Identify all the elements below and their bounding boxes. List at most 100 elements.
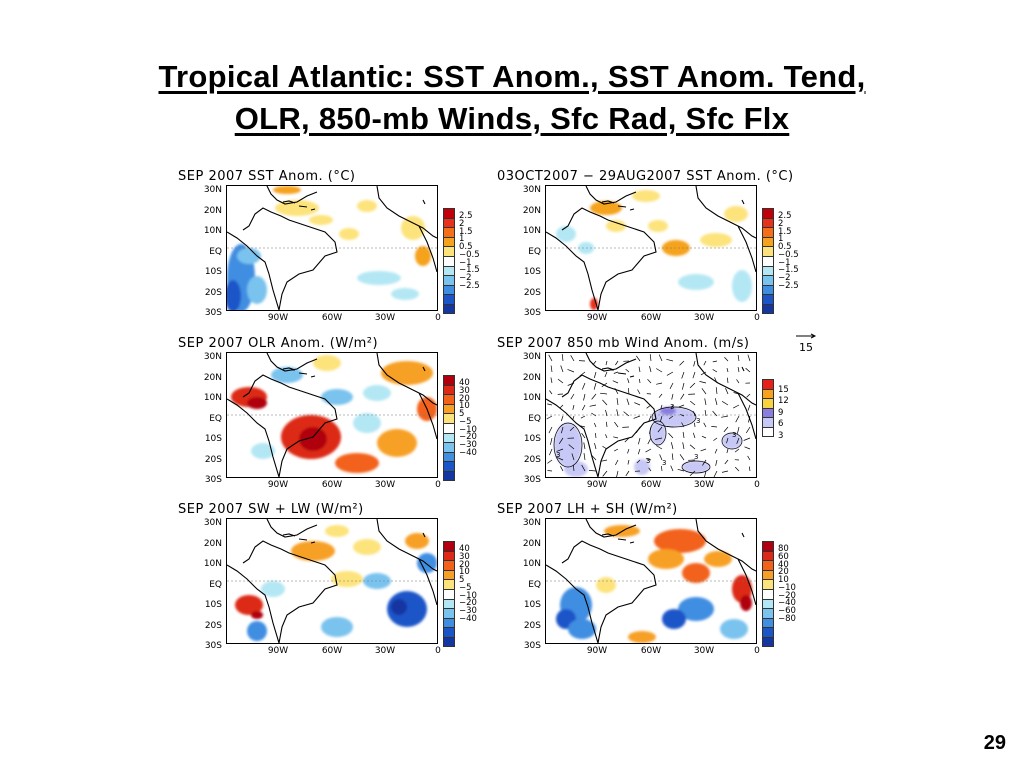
wind-vector [714, 448, 718, 454]
colorbar-label: 1.5 [459, 226, 473, 237]
colorbar-swatch [443, 432, 455, 443]
page-number: 29 [983, 732, 1006, 754]
lon-label: 30W [374, 646, 396, 656]
colorbar [443, 541, 455, 647]
colorbar-label: 10 [459, 567, 470, 578]
anomaly-region [309, 215, 333, 225]
wind-vector [702, 459, 707, 466]
map-plot [545, 518, 757, 644]
anomaly-region [237, 248, 261, 264]
wind-vector [712, 369, 718, 373]
wind-vector [648, 467, 652, 472]
wind-vector [747, 354, 751, 362]
colorbar-labels: 80 60 40 20 10 −10 −20 −40 −60 −80 [778, 545, 796, 623]
wind-vector [627, 378, 630, 384]
wind-vector [581, 404, 586, 411]
wind-contour [681, 460, 711, 474]
colorbar-label: −20 [778, 590, 796, 601]
colorbar-label: 40 [778, 559, 789, 570]
wind-vector [747, 404, 751, 411]
wind-vector [605, 360, 608, 366]
colorbar-swatch [762, 608, 774, 618]
wind-vector [593, 371, 597, 379]
lat-label: 30S [523, 475, 541, 485]
anomaly-region [291, 541, 335, 561]
wind-vector [679, 454, 685, 461]
anomaly-region [596, 577, 616, 593]
lat-label: EQ [528, 579, 541, 590]
colorbar-swatch [443, 636, 455, 647]
anomaly-region [353, 539, 381, 555]
colorbar-swatch [762, 217, 774, 228]
wind-vector [711, 426, 718, 428]
wind-vector [668, 415, 674, 420]
lat-label: 10S [523, 600, 541, 610]
colorbar-swatch [762, 407, 774, 418]
anomaly-region [251, 611, 263, 619]
colorbar-swatch [443, 403, 455, 414]
title-line-2: OLR, 850-mb Winds, Sfc Rad, Sfc Flx [234, 101, 790, 136]
wind-vector [692, 432, 696, 439]
colorbar-swatch [443, 422, 455, 433]
lat-label: 20S [204, 454, 222, 465]
colorbar-label: −30 [459, 606, 477, 617]
lat-label: 20N [522, 538, 541, 549]
reference-vector-arrow [796, 333, 817, 339]
colorbar-swatch [762, 636, 774, 647]
colorbar-label: 2.5 [778, 211, 792, 222]
colorbar-label: 12 [778, 396, 789, 407]
wind-vector [549, 448, 553, 456]
wind-vector [736, 437, 740, 444]
lat-label: 20S [204, 287, 222, 298]
colorbar-swatch [443, 217, 455, 228]
wind-vector [626, 398, 630, 406]
colorbar [443, 208, 455, 314]
lat-label: 20N [203, 372, 222, 383]
colorbar-label: −30 [459, 440, 477, 451]
colorbar-label: −1.5 [459, 265, 480, 276]
wind-vector [638, 437, 641, 445]
wind-vector [605, 434, 608, 439]
colorbar-swatch [443, 375, 455, 385]
anomaly-region [335, 453, 379, 473]
lat-label: 20S [204, 620, 222, 631]
wind-vector [745, 367, 751, 373]
anomaly-region [720, 619, 748, 639]
anomaly-region [357, 200, 377, 212]
colorbar-swatch [443, 461, 455, 471]
colorbar-label: 1 [778, 234, 784, 245]
wind-vector [737, 426, 740, 434]
wind-vector [661, 466, 663, 472]
wind-vector [712, 410, 718, 417]
colorbar-swatch [762, 284, 774, 295]
lon-label: 30W [374, 313, 396, 323]
colorbar-swatch [762, 388, 774, 399]
lon-label: 90W [267, 313, 289, 323]
panel-title: SEP 2007 OLR Anom. (W/m²) [178, 336, 379, 351]
wind-vector [556, 448, 564, 452]
wind-vector [715, 459, 718, 466]
lon-label: 60W [640, 480, 662, 490]
anomaly-region [662, 609, 686, 629]
colorbar-label: −0.5 [459, 249, 480, 260]
map-plot [226, 352, 438, 478]
colorbar-label: −2 [778, 273, 791, 284]
wind-vector [721, 415, 729, 418]
colorbar-label: 30 [459, 552, 470, 562]
wind-vector [567, 369, 575, 373]
wind-vector [668, 432, 674, 439]
wind-vector [547, 470, 553, 472]
wind-contour [651, 406, 697, 428]
colorbar-swatch [762, 617, 774, 628]
map-plot [545, 185, 757, 311]
colorbar-swatch [762, 579, 774, 589]
wind-vector [602, 399, 608, 406]
wind-vector [681, 371, 685, 379]
colorbar-swatch [443, 598, 455, 609]
wind-vector [550, 365, 553, 373]
anomaly-region [606, 220, 626, 232]
colorbar-label: −1 [459, 257, 472, 268]
colorbar-swatch [762, 398, 774, 408]
coastline [227, 353, 437, 477]
anomaly-region [401, 216, 425, 240]
